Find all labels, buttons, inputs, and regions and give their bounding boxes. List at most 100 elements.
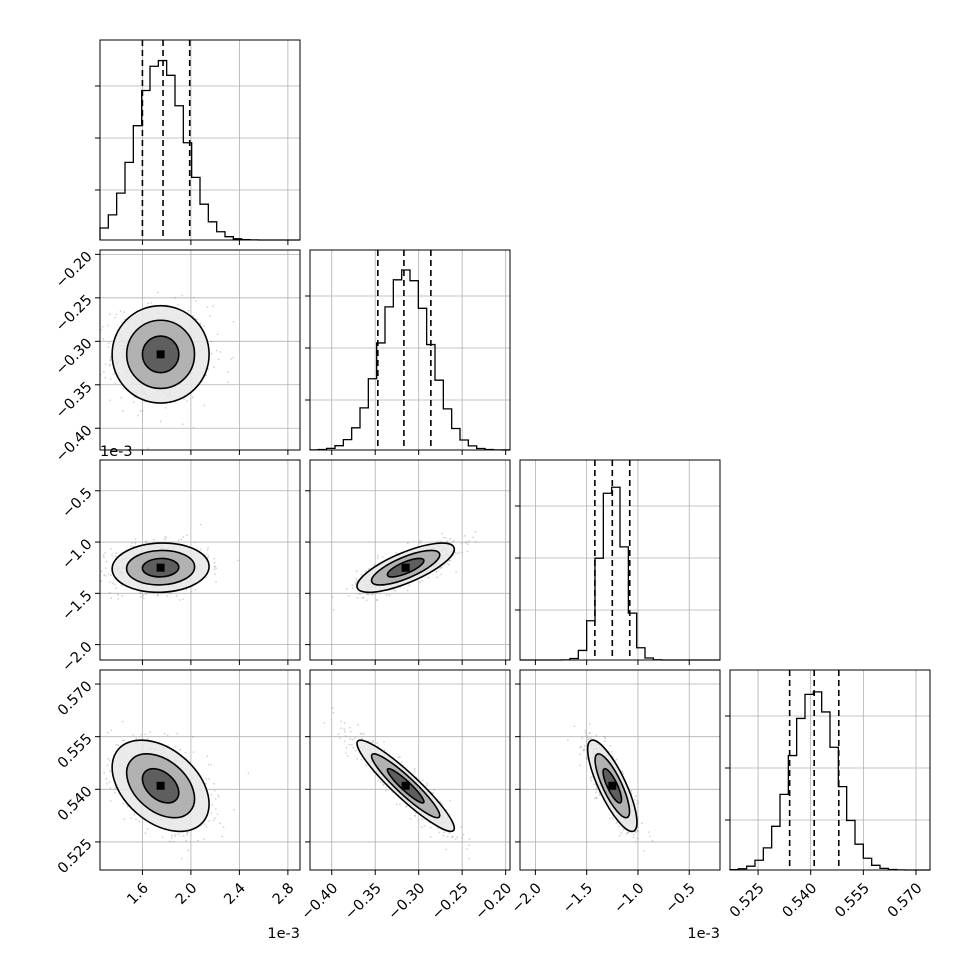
scatter-point (163, 732, 166, 735)
scatter-point (609, 745, 612, 747)
scatter-point (641, 822, 643, 824)
x-tick-label: −0.20 (473, 880, 516, 923)
scatter-point (365, 764, 368, 767)
scatter-point (345, 746, 348, 749)
scatter-point (108, 313, 111, 315)
scatter-point (145, 540, 148, 543)
scatter-point (451, 541, 454, 543)
scatter-point (182, 536, 185, 538)
scatter-point (357, 724, 359, 726)
scatter-point (135, 818, 137, 821)
scatter-point (210, 340, 213, 343)
panel-p1-vs-p1 (95, 39, 301, 245)
scatter-point (435, 570, 438, 573)
histogram-p2 (309, 269, 511, 451)
scatter-point (405, 805, 408, 808)
scatter-point (634, 831, 637, 833)
scatter-point (109, 363, 111, 366)
histogram-p4 (729, 691, 931, 871)
y-tick-label: 0.540 (55, 784, 96, 825)
scatter-point (109, 770, 111, 773)
axes-frame (309, 669, 511, 871)
scatter-point (352, 746, 355, 749)
scatter-point (344, 735, 347, 738)
scatter-point (625, 833, 628, 835)
scatter-point (214, 573, 217, 576)
scatter-point (205, 825, 208, 828)
scatter-point (182, 835, 185, 838)
scatter-point (406, 589, 409, 592)
scatter-point (110, 597, 113, 600)
scatter-point (192, 315, 195, 317)
scatter-point (462, 833, 465, 836)
scatter-point (102, 338, 105, 340)
scatter-point (210, 793, 213, 796)
scatter-point (187, 849, 190, 852)
scatter-point (397, 756, 400, 758)
scatter-point (199, 322, 202, 325)
scatter-point (179, 748, 182, 751)
scatter-point (116, 593, 119, 596)
scatter-point (446, 835, 449, 838)
scatter-point (372, 739, 375, 742)
scatter-point (449, 799, 451, 802)
scatter-point (340, 727, 342, 729)
x-tick-label: −0.40 (299, 880, 342, 923)
scatter-point (214, 817, 216, 819)
scatter-point (573, 725, 576, 728)
scatter-point (215, 808, 217, 810)
scatter-point (163, 538, 166, 540)
scatter-point (206, 306, 209, 308)
scatter-point (194, 589, 197, 591)
scatter-point (590, 779, 593, 782)
scatter-point (365, 599, 368, 602)
panel-p3-vs-p1: −2.0 −1.5 −1.0 −0.5 1e-3 (59, 444, 301, 675)
scatter-point (104, 575, 107, 577)
scatter-point (598, 794, 601, 796)
scatter-point (112, 582, 114, 585)
scatter-point (426, 784, 428, 787)
scatter-point (466, 848, 469, 850)
scatter-point (111, 554, 114, 556)
scatter-point (366, 593, 369, 596)
scatter-point (392, 588, 395, 591)
scatter-point (221, 835, 224, 838)
scatter-point (213, 565, 216, 568)
scatter-point (185, 839, 187, 842)
scatter-point (383, 749, 386, 752)
axes-frame (99, 459, 301, 661)
scatter-point (110, 548, 112, 550)
scatter-point (595, 734, 598, 737)
scatter-point (595, 796, 598, 799)
x-tick-label: 0.525 (727, 880, 768, 921)
axes-frame (729, 669, 931, 871)
scatter-point (213, 561, 216, 564)
scatter-point (349, 737, 352, 740)
density-peak (401, 781, 410, 790)
scatter-point (398, 756, 401, 759)
axes-frame (99, 669, 301, 871)
scatter-point (449, 538, 452, 540)
scatter-point (368, 568, 370, 570)
scatter-point (622, 772, 625, 775)
scatter-point (140, 592, 142, 595)
scatter-point (212, 819, 215, 822)
scatter-point (213, 557, 216, 560)
scatter-point (112, 373, 115, 376)
scatter-point (104, 363, 107, 365)
scatter-point (474, 530, 477, 533)
scatter-point (356, 579, 359, 582)
scatter-point (139, 410, 142, 412)
scatter-point (468, 540, 471, 542)
scatter-point (351, 738, 354, 741)
y-tick-label: −0.30 (53, 336, 96, 379)
scatter-point (603, 735, 606, 738)
scatter-point (144, 832, 147, 835)
scatter-point (106, 764, 109, 767)
x-tick-label: −1.0 (611, 880, 647, 916)
scatter-point (207, 555, 210, 557)
scatter-point (642, 850, 645, 852)
scatter-point (585, 758, 588, 760)
scatter-point (608, 817, 611, 820)
